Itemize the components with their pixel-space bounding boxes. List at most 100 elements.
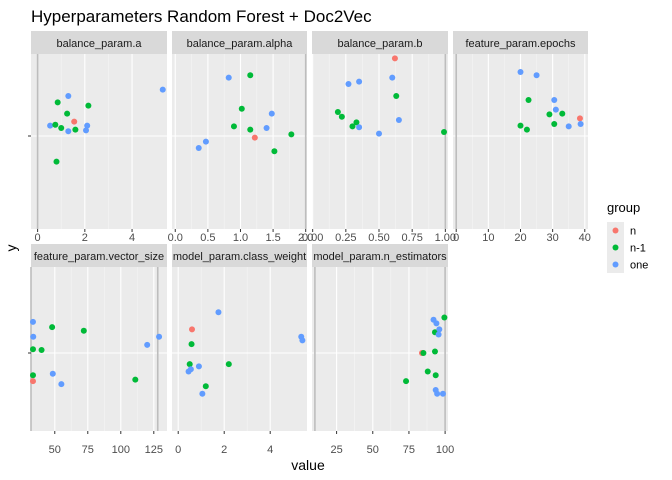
facet-panel: model_param.n_estimators 25 50 75 100 xyxy=(312,244,454,456)
data-point-n-1 xyxy=(38,347,45,354)
data-point-n-1 xyxy=(393,93,400,99)
data-point-n-1 xyxy=(559,110,566,117)
data-point-n-1 xyxy=(132,376,139,383)
facet-strip xyxy=(31,31,167,54)
facet-panel: feature_param.vector_size 50 75 100 125 xyxy=(28,244,167,456)
x-tick-label: 125 xyxy=(145,444,163,456)
data-point-one xyxy=(552,106,559,113)
x-tick-label: 0.25 xyxy=(335,232,356,244)
facet-strip xyxy=(172,244,307,267)
data-point-one xyxy=(533,72,540,79)
x-tick-label: 50 xyxy=(49,444,61,456)
x-tick-label: 10 xyxy=(482,232,494,244)
x-tick-label: 0.50 xyxy=(368,232,389,244)
facet-strip xyxy=(453,31,588,54)
facet-strip-label: feature_param.vector_size xyxy=(34,251,164,263)
x-tick-label: 4 xyxy=(267,444,273,456)
data-point-n-1 xyxy=(202,383,209,390)
x-tick-label: 0.75 xyxy=(401,232,422,244)
facet-panel: balance_param.b 0.00 0.25 0.50 0.75 1.00 xyxy=(302,31,456,244)
data-point-one xyxy=(565,123,572,130)
data-point-n-1 xyxy=(288,131,295,138)
data-point-n-1 xyxy=(247,72,254,79)
data-point-n-1 xyxy=(54,99,61,106)
x-tick-label: 0.00 xyxy=(302,232,323,244)
data-point-one xyxy=(144,341,151,348)
data-point-one xyxy=(433,320,440,327)
data-point-n-1 xyxy=(523,126,530,133)
data-point-n-1 xyxy=(546,111,553,118)
x-tick-label: 0 xyxy=(175,444,181,456)
facet-panel: balance_param.a 0 2 4 xyxy=(28,31,167,244)
data-point-one xyxy=(156,333,163,340)
data-point-one xyxy=(159,86,166,93)
legend-title: group xyxy=(607,200,640,215)
data-point-n-1 xyxy=(271,148,278,155)
data-point-n-1 xyxy=(80,327,87,334)
data-point-one xyxy=(395,117,402,123)
x-tick-label: 0.0 xyxy=(168,232,183,244)
x-tick-label: 30 xyxy=(547,232,559,244)
data-point-n-1 xyxy=(186,361,193,368)
y-axis-title: y xyxy=(3,245,19,252)
x-tick-label: 1.00 xyxy=(435,232,456,244)
data-point-one xyxy=(263,125,270,131)
x-tick-label: 50 xyxy=(367,444,379,456)
panel-background xyxy=(172,54,307,229)
legend-label: n xyxy=(630,226,636,238)
facet-strip-label: feature_param.epochs xyxy=(465,38,576,50)
x-tick-label: 0.5 xyxy=(200,232,215,244)
legend: group n n-1 one xyxy=(607,200,648,273)
data-point-n xyxy=(251,134,258,141)
legend-key-one xyxy=(612,261,619,268)
data-point-n-1 xyxy=(53,158,60,165)
data-point-one xyxy=(49,370,56,377)
panel-background xyxy=(31,54,167,229)
x-axis-title: value xyxy=(291,457,325,473)
data-point-one xyxy=(83,127,90,134)
data-point-n-1 xyxy=(517,122,524,129)
data-point-one xyxy=(345,81,352,87)
data-point-n-1 xyxy=(551,121,558,127)
facet-strip-label: balance_param.alpha xyxy=(187,38,294,50)
data-point-n-1 xyxy=(29,372,36,379)
x-tick-label: 25 xyxy=(330,444,342,456)
data-point-n-1 xyxy=(441,129,448,135)
x-tick-label: 1.5 xyxy=(265,232,280,244)
legend-label: n-1 xyxy=(630,243,646,255)
x-tick-label: 100 xyxy=(436,444,454,456)
panel-background xyxy=(312,54,448,229)
x-tick-label: 4 xyxy=(129,232,135,244)
data-point-n-1 xyxy=(49,324,56,331)
data-point-one xyxy=(29,318,36,325)
data-point-n-1 xyxy=(403,378,410,385)
panel-background xyxy=(31,267,167,431)
facet-panel: model_param.class_weight 0 2 4 xyxy=(172,244,307,456)
facet-strip-label: balance_param.b xyxy=(337,38,422,50)
legend-key-n xyxy=(612,227,619,234)
data-point-n-1 xyxy=(424,368,431,375)
data-point-n-1 xyxy=(225,361,232,368)
data-point-one xyxy=(65,93,72,99)
data-point-n-1 xyxy=(247,126,254,133)
data-point-one xyxy=(84,122,91,129)
chart-title: Hyperparameters Random Forest + Doc2Vec xyxy=(31,7,372,26)
facet-panel: balance_param.alpha 0.0 0.5 1.0 1.5 2.0 xyxy=(168,31,313,244)
x-tick-label: 100 xyxy=(112,444,130,456)
facet-strip-label: model_param.n_estimators xyxy=(313,251,447,263)
data-point-one xyxy=(215,309,222,316)
x-tick-label: 2.0 xyxy=(298,232,313,244)
facet-strip xyxy=(312,244,448,267)
data-point-one xyxy=(195,145,202,151)
data-point-one xyxy=(187,366,194,373)
data-point-one xyxy=(47,122,54,129)
x-tick-label: 2 xyxy=(221,444,227,456)
data-point-n xyxy=(29,378,36,385)
data-point-one xyxy=(517,69,524,75)
panel-background xyxy=(312,267,448,431)
data-point-n-1 xyxy=(432,372,439,379)
data-point-one xyxy=(439,390,446,397)
facet-strip xyxy=(172,31,307,54)
x-tick-label: 1.0 xyxy=(233,232,248,244)
